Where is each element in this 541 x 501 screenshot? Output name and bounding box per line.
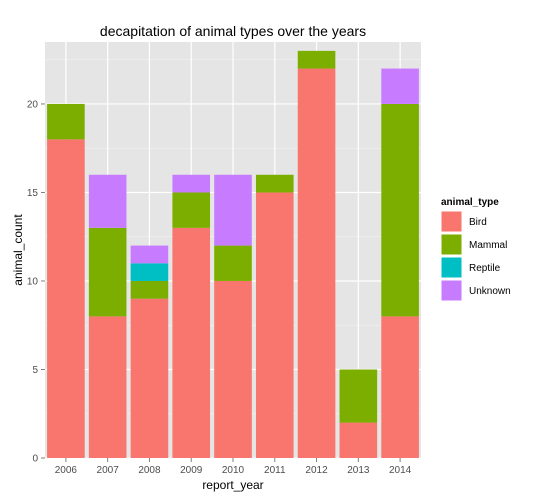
x-tick-label: 2014: [389, 465, 412, 476]
legend: animal_type Bird Mammal Reptile Unknown: [440, 197, 511, 302]
legend-label-mammal: Mammal: [469, 240, 507, 251]
legend-swatch-unknown: [441, 280, 462, 301]
x-tick-label: 2010: [222, 465, 245, 476]
bar-mammal-2008: [130, 280, 169, 299]
bar-bird-2013: [339, 422, 378, 458]
bar-mammal-2010: [214, 245, 252, 281]
x-tick-label: 2013: [347, 465, 370, 476]
x-tick-label: 2011: [264, 465, 286, 476]
bar-bird-2009: [172, 227, 211, 458]
bar-mammal-2013: [339, 369, 378, 423]
legend-label-reptile: Reptile: [469, 263, 501, 274]
bar-reptile-2008: [130, 263, 169, 281]
bar-bird-2007: [88, 316, 127, 458]
y-tick-label: 20: [27, 99, 39, 110]
x-tick-label: 2012: [305, 465, 328, 476]
legend-swatch-reptile: [441, 257, 462, 278]
y-tick-label: 10: [27, 276, 39, 287]
bar-mammal-2007: [88, 227, 127, 317]
bar-unknown-2010: [214, 174, 252, 246]
x-tick-label: 2008: [138, 465, 161, 476]
bar-bird-2012: [297, 68, 336, 458]
bar-unknown-2014: [381, 68, 419, 104]
legend-swatch-bird: [441, 211, 462, 232]
y-axis-title: animal_count: [11, 214, 25, 286]
bar-bird-2006: [47, 139, 85, 459]
y-tick-label: 15: [27, 188, 39, 199]
legend-label-unknown: Unknown: [469, 286, 511, 297]
bar-mammal-2009: [172, 192, 211, 228]
legend-title: animal_type: [441, 197, 499, 208]
bar-mammal-2012: [297, 50, 336, 69]
bar-unknown-2008: [130, 245, 169, 264]
chart-title: decapitation of animal types over the ye…: [100, 23, 366, 39]
x-axis: 2006 2007 2008 2009 2010 2011 2012 2013 2014: [55, 458, 412, 476]
bar-mammal-2014: [381, 103, 419, 317]
bar-bird-2011: [255, 192, 294, 458]
y-tick-label: 5: [32, 365, 38, 376]
bar-bird-2014: [381, 316, 419, 458]
bar-bird-2008: [130, 298, 169, 458]
bar-mammal-2006: [47, 103, 85, 140]
legend-swatch-mammal: [441, 234, 462, 255]
bar-unknown-2007: [88, 174, 127, 228]
bar-bird-2010: [214, 280, 252, 458]
x-tick-label: 2009: [180, 465, 203, 476]
x-tick-label: 2007: [97, 465, 120, 476]
legend-label-bird: Bird: [469, 217, 487, 228]
y-tick-label: 0: [32, 454, 38, 465]
x-axis-title: report_year: [202, 478, 263, 492]
bar-mammal-2011: [255, 174, 294, 193]
y-axis: 0 5 10 15 20: [27, 99, 45, 465]
x-tick-label: 2006: [55, 465, 78, 476]
bar-unknown-2009: [172, 174, 211, 193]
bars: [47, 50, 419, 459]
